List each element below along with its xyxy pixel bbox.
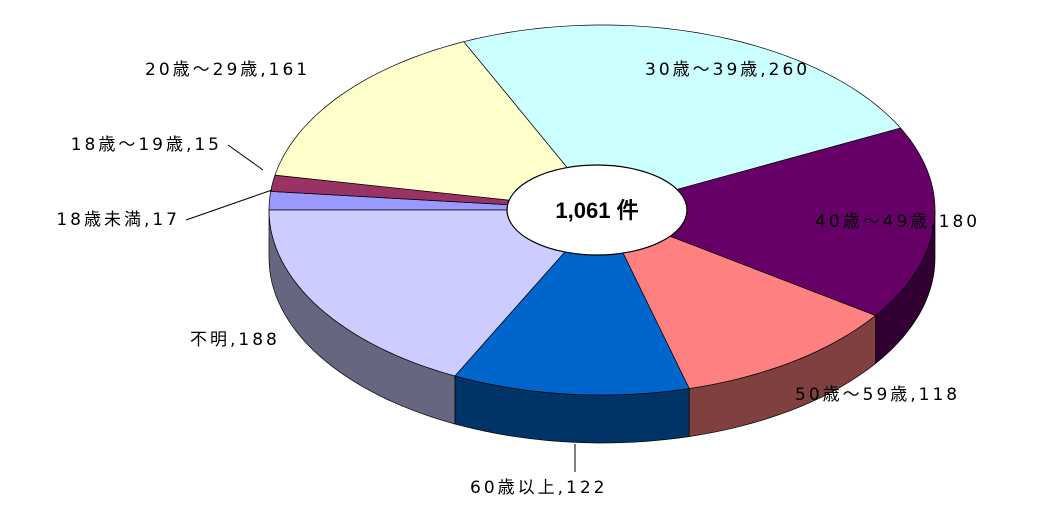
slice bbox=[463, 24, 902, 211]
leader-line bbox=[185, 189, 273, 221]
data-label: 50歳～59歳,118 bbox=[795, 385, 960, 405]
data-label: 不明,188 bbox=[190, 330, 280, 350]
data-label: 30歳～39歳,260 bbox=[645, 60, 810, 80]
data-label: 20歳～29歳,161 bbox=[145, 60, 310, 80]
data-label: 40歳～49歳,180 bbox=[815, 212, 980, 232]
data-label: 60歳以上,122 bbox=[470, 478, 607, 498]
slice bbox=[274, 41, 603, 211]
center-oval bbox=[506, 164, 688, 256]
data-label: 18歳未満,17 bbox=[56, 210, 180, 230]
slice bbox=[268, 209, 603, 377]
slice bbox=[601, 209, 877, 389]
slice bbox=[600, 127, 936, 316]
center-label: 1,061 件 bbox=[555, 198, 638, 223]
data-label: 18歳～19歳,15 bbox=[71, 135, 222, 155]
slice bbox=[454, 209, 690, 396]
leader-line bbox=[227, 144, 264, 171]
